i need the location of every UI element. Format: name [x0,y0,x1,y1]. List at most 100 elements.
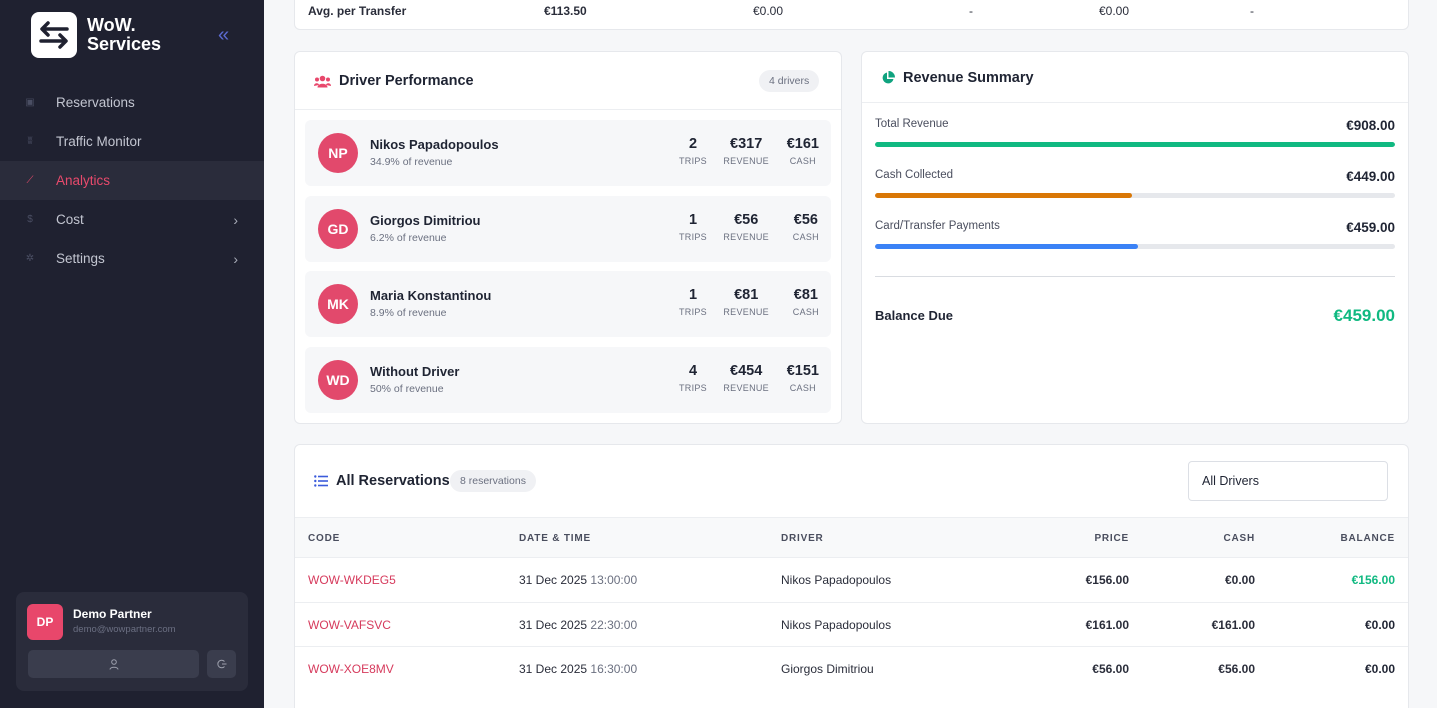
revenue-summary-card: Revenue Summary Total Revenue €908.00 Ca… [861,51,1409,424]
reservation-cash: €56.00 [1218,662,1255,676]
revenue-value: €56 [734,211,759,228]
summary-value: - [1250,4,1254,18]
revenue-label: REVENUE [723,156,769,166]
sidebar-item-reservations[interactable]: ▣ Reservations [0,83,264,122]
reservation-driver: Nikos Papadopoulos [781,573,892,587]
cash-label: CASH [792,307,819,317]
gear-icon: ✲ [25,253,35,264]
app-logo[interactable]: WoW. Services [31,12,161,58]
driver-revenue-share: 8.9% of revenue [370,307,447,319]
driver-revenue-share: 6.2% of revenue [370,231,447,244]
cash-value: €81 [793,287,818,303]
card-title: Revenue Summary [881,70,1034,86]
profile-button[interactable] [28,650,199,678]
divider [295,109,841,110]
sidebar-item-label: Analytics [56,173,111,188]
reservation-code-link[interactable]: WOW-VAFSVC [308,617,391,632]
revenue-summary-title: Revenue Summary [903,70,1034,86]
reservation-price: €156.00 [1085,573,1129,587]
pie-chart-icon [881,71,895,85]
chart-line-icon: ⟋ [26,175,34,186]
driver-row[interactable]: WD Without Driver 50% of revenue 4 TRIPS €454… [305,346,831,413]
sidebar: WoW. Services « ▣ Reservations ʬ Traffic… [0,0,264,708]
trips-value: 1 [688,211,698,228]
reservation-balance: €156.00 [1351,573,1395,587]
users-icon [314,75,331,88]
driver-cash: €151 CASH [787,363,819,393]
reservation-datetime: 31 Dec 2025 22:30:00 [519,618,637,632]
reservation-count-badge: 8 reservations [450,470,536,492]
reservation-datetime: 31 Dec 2025 16:30:00 [519,662,637,676]
driver-row[interactable]: MK Maria Konstantinou 8.9% of revenue 1 TRIP… [305,271,831,337]
card-payments-value: €459.00 [1346,220,1395,235]
driver-performance-title: Driver Performance [339,73,474,89]
reservation-time: 22:30:00 [590,617,638,632]
driver-avatar: NP [318,133,358,173]
summary-value: €0.00 [1099,4,1130,18]
sidebar-nav: ▣ Reservations ʬ Traffic Monitor ⟋ Analy… [0,83,264,278]
table-row[interactable]: WOW-XOE8MV 31 Dec 2025 16:30:00 Giorgos Di… [295,646,1408,690]
reservation-price: €56.00 [1092,662,1129,676]
reservation-code-link[interactable]: WOW-XOE8MV [308,662,394,676]
sidebar-item-settings[interactable]: ✲ Settings › [0,239,264,278]
sidebar-item-cost[interactable]: $ Cost › [0,200,264,239]
driver-name: Without Driver [370,363,460,379]
signal-icon: ʬ [27,136,33,147]
cash-collected-label: Cash Collected [875,169,953,181]
driver-avatar: GD [318,208,358,249]
summary-row-label: Avg. per Transfer [308,4,407,18]
table-header [295,517,1408,557]
trips-value: 4 [688,362,698,379]
chevron-right-icon: › [233,211,238,228]
chevron-right-icon: › [233,250,238,267]
balance-due-value: €459.00 [1333,306,1395,325]
total-revenue-value: €908.00 [1346,118,1395,133]
column-header-cash[interactable]: CASH [1223,533,1255,544]
user-icon [109,658,118,670]
column-header-driver[interactable]: DRIVER [781,533,824,544]
card-payments-bar [875,244,1395,249]
reservation-date: 31 Dec 2025 [519,662,588,676]
transfer-summary-card: Avg. per Transfer €113.50 €0.00 - €0.00 … [294,0,1409,30]
collapse-sidebar-icon[interactable]: « [218,24,230,46]
cash-value: €161 [786,136,819,152]
reservations-card: All Reservations 8 reservations All Driv… [294,444,1409,708]
table-row[interactable]: WOW-VAFSVC 31 Dec 2025 22:30:00 Nikos Papa… [295,601,1408,646]
trips-label: TRIPS [678,231,707,242]
sidebar-item-traffic-monitor[interactable]: ʬ Traffic Monitor [0,122,264,161]
column-header-date-time[interactable]: DATE & TIME [519,533,591,544]
driver-cash: €56 CASH [793,212,819,242]
column-header-code[interactable]: CODE [308,533,341,544]
driver-revenue: €81 REVENUE [723,287,769,317]
revenue-label: REVENUE [723,382,769,393]
driver-name: Giorgos Dimitriou [370,212,481,228]
reservation-code-link[interactable]: WOW-WKDEG5 [308,573,396,587]
cash-label: CASH [789,156,816,166]
total-revenue-bar [875,142,1395,147]
card-payments-label: Card/Transfer Payments [875,220,1000,232]
driver-filter-select[interactable]: All Drivers [1188,461,1388,501]
card-title: Driver Performance [314,73,474,89]
table-row[interactable]: WOW-WKDEG5 31 Dec 2025 13:00:00 Nikos Papa… [295,557,1408,601]
reservation-date: 31 Dec 2025 [519,573,588,587]
reservation-balance: €0.00 [1364,617,1395,632]
driver-row[interactable]: NP Nikos Papadopoulos 34.9% of revenue 2 TRI… [305,120,831,186]
logout-button[interactable] [207,650,236,678]
column-header-price[interactable]: PRICE [1094,533,1129,544]
reservation-driver: Giorgos Dimitriou [781,662,874,676]
summary-value: €0.00 [753,4,784,18]
list-icon [314,475,328,487]
driver-revenue: €56 REVENUE [723,212,769,242]
column-header-balance[interactable]: BALANCE [1340,533,1395,544]
driver-revenue: €454 REVENUE [723,363,769,393]
driver-row[interactable]: GD Giorgos Dimitriou 6.2% of revenue 1 TRIPS… [305,195,831,262]
sidebar-item-analytics[interactable]: ⟋ Analytics [0,161,264,200]
reservation-cash: €0.00 [1224,573,1255,587]
user-name: Demo Partner [73,607,152,621]
transfer-arrows-icon [31,12,77,58]
user-card: DP Demo Partner demo@wowpartner.com [16,592,248,691]
logo-text: WoW. Services [87,16,161,54]
logout-icon [216,659,226,669]
reservation-balance: €0.00 [1364,662,1395,676]
logo-line-1: WoW. [87,15,136,35]
